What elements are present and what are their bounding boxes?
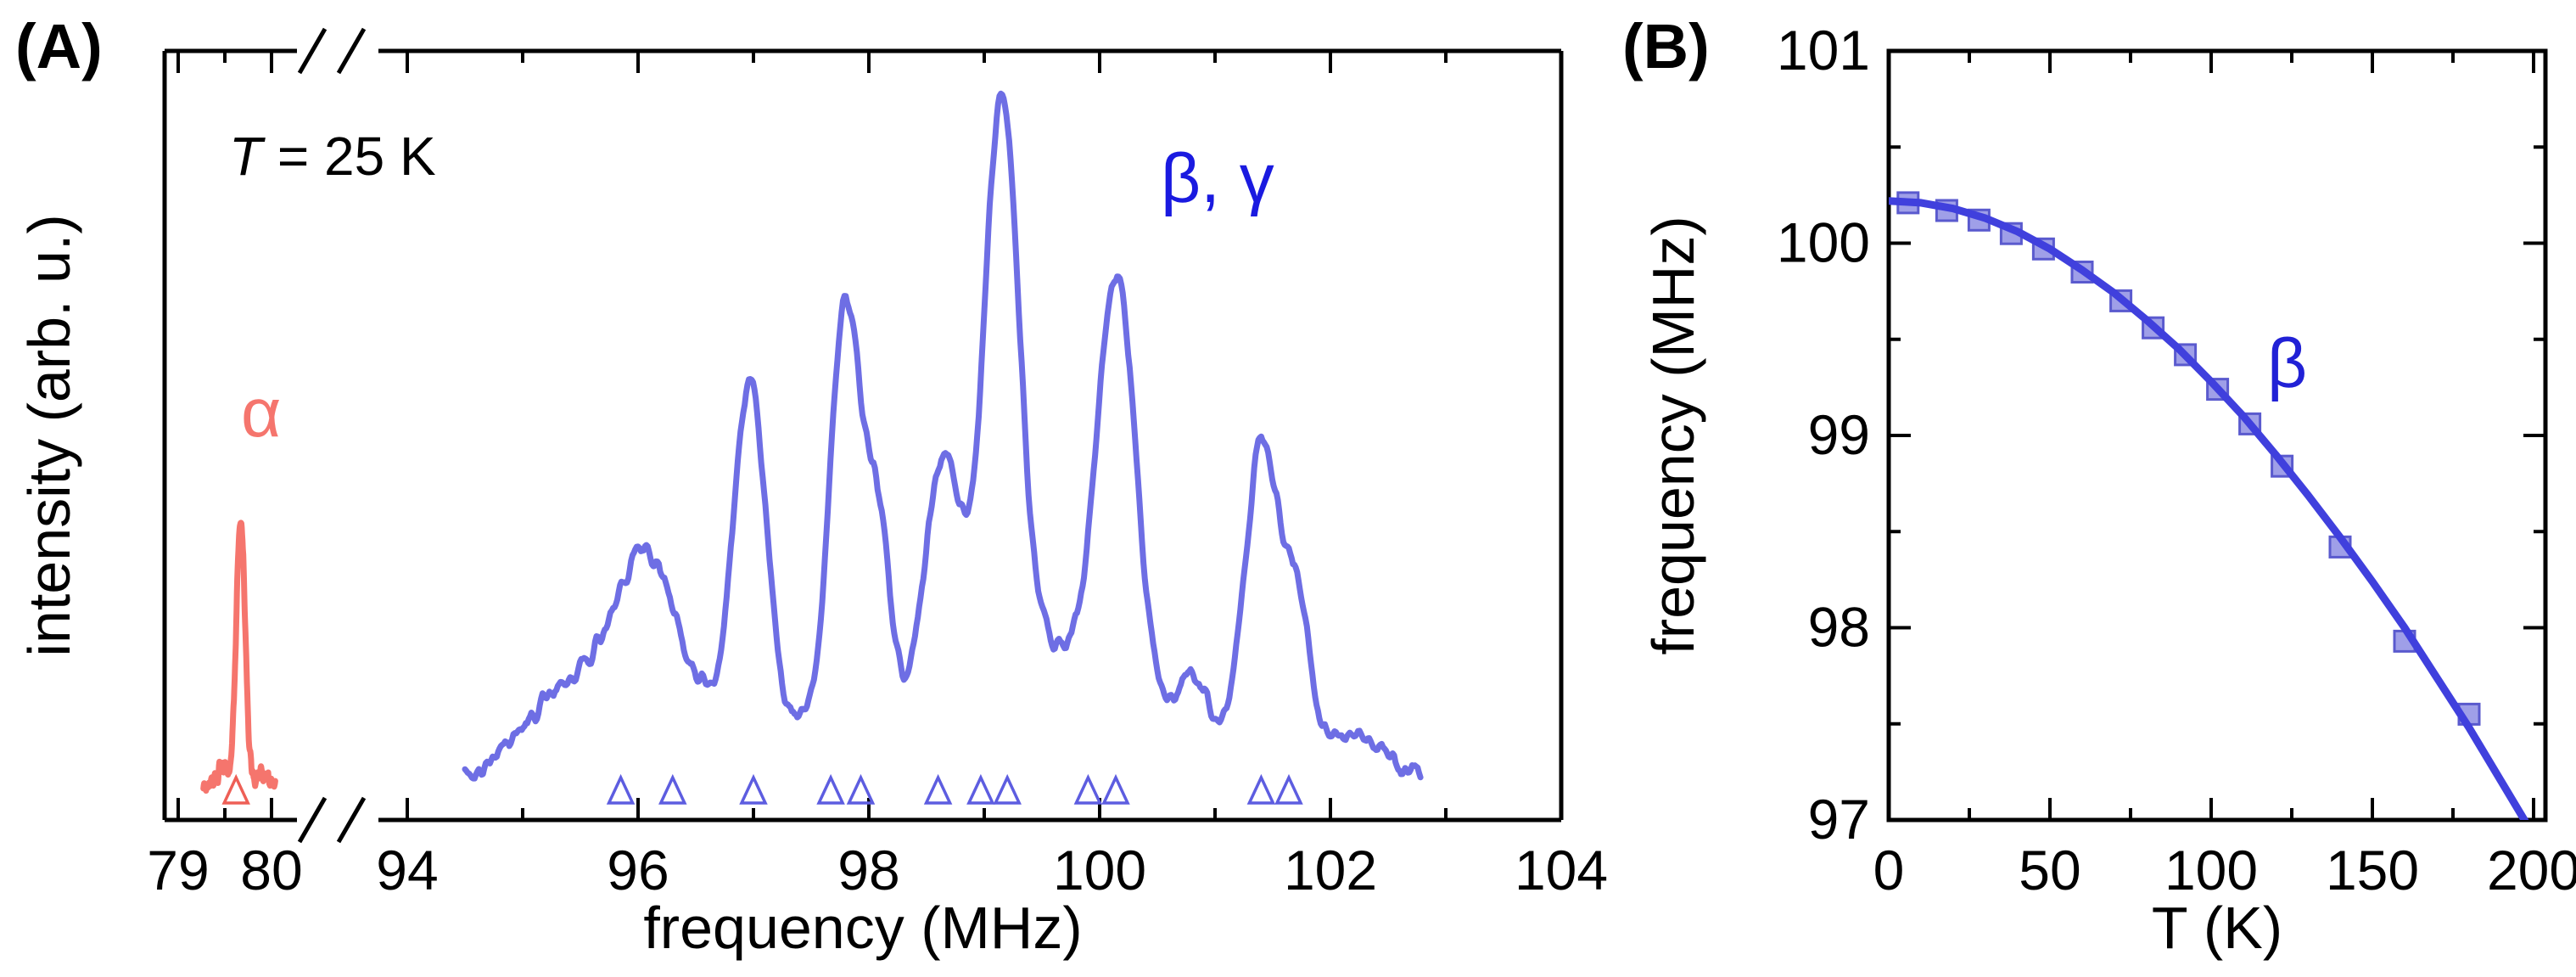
beta-gamma-spectrum-curve: [462, 90, 1424, 782]
alpha-series-label: α: [241, 374, 282, 452]
x-tick-label: 96: [607, 839, 669, 901]
axis-break-slash: [297, 796, 328, 844]
temperature-axis-units: (K): [2187, 895, 2283, 961]
y-tick-label: 100: [1777, 211, 1870, 274]
transition-marker-triangle: [606, 773, 636, 805]
beta-gamma-series-label: β, γ: [1161, 140, 1274, 217]
transition-marker-triangle: [1274, 773, 1303, 805]
x-tick-label: 50: [2019, 839, 2080, 901]
axis-break-slash: [336, 27, 367, 75]
temperature-axis-symbol: T: [2151, 895, 2187, 961]
panel-a-xaxis-title: frequency (MHz): [643, 895, 1083, 961]
temperature-annotation: T = 25 K: [229, 129, 436, 183]
x-tick-label: 80: [240, 839, 302, 901]
y-tick-label: 97: [1808, 788, 1870, 851]
transition-marker-triangle: [658, 773, 687, 805]
panel-a-yaxis-title: intensity (arb. u.): [16, 214, 82, 657]
transition-marker-triangle: [739, 773, 768, 805]
transition-marker-triangle: [1101, 773, 1130, 805]
transition-marker-triangle: [1246, 773, 1276, 805]
panel-b-axis-frame: [1886, 48, 2548, 823]
panel-b-yaxis-title: frequency (MHz): [1640, 216, 1706, 655]
x-tick-label: 100: [1053, 839, 1146, 901]
transition-marker-triangle: [816, 773, 845, 805]
temperature-symbol: T: [229, 126, 263, 187]
x-tick-label: 0: [1873, 839, 1905, 901]
transition-marker-triangle: [993, 773, 1022, 805]
x-tick-label: 94: [376, 839, 438, 901]
panel-b-label: (B): [1622, 11, 1710, 81]
axis-break-slash: [297, 27, 328, 75]
panel-a-axis-frame: [162, 48, 1564, 823]
x-tick-label: 100: [2164, 839, 2258, 901]
transition-marker-triangle: [1073, 773, 1103, 805]
y-tick-label: 98: [1808, 596, 1870, 659]
alpha-spectrum-curve: [200, 519, 278, 794]
transition-marker-triangle: [846, 773, 876, 805]
x-tick-label: 150: [2326, 839, 2419, 901]
transition-marker-triangle: [221, 773, 250, 805]
temperature-value: = 25 K: [262, 126, 436, 187]
x-tick-label: 98: [837, 839, 899, 901]
x-tick-label: 104: [1515, 839, 1608, 901]
y-tick-label: 99: [1808, 403, 1870, 466]
x-tick-label: 102: [1284, 839, 1377, 901]
panel-b-xaxis-title: T (K): [2152, 898, 2282, 957]
panel-a-label: (A): [15, 11, 103, 81]
beta-fit-label: β: [2267, 325, 2308, 402]
x-tick-label: 200: [2487, 839, 2576, 901]
y-tick-label: 101: [1777, 19, 1870, 81]
axis-break-slash: [336, 796, 367, 844]
transition-marker-triangle: [966, 773, 995, 805]
fit-line: [1889, 197, 2529, 820]
x-tick-label: 79: [147, 839, 209, 901]
transition-marker-triangle: [923, 773, 953, 805]
